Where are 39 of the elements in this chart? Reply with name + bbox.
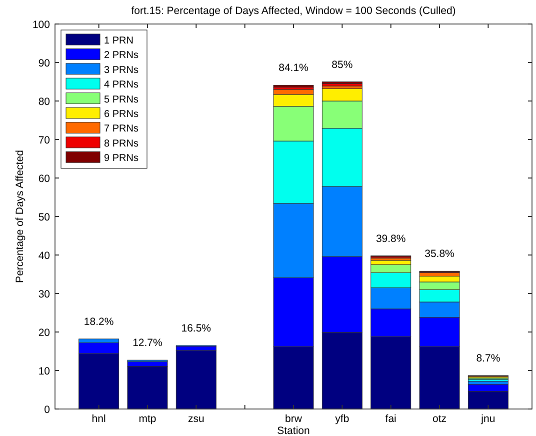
total-label: 18.2%	[84, 316, 114, 328]
y-tick-label: 10	[38, 366, 50, 378]
y-tick-label: 70	[38, 134, 50, 146]
legend-label: 7 PRNs	[104, 124, 138, 135]
y-tick-label: 0	[44, 404, 50, 416]
legend-label: 2 PRNs	[104, 50, 138, 62]
legend-label: 8 PRNs	[104, 138, 138, 150]
y-tick-label: 30	[38, 288, 50, 300]
y-tick-label: 100	[32, 19, 50, 31]
y-tick-label: 20	[38, 327, 50, 339]
x-axis-title: Station	[277, 425, 310, 436]
x-tick-label: fai	[385, 413, 396, 425]
legend-label: 4 PRNs	[104, 80, 138, 91]
legend-label: 5 PRNs	[104, 94, 138, 106]
legend-label: 9 PRNs	[104, 153, 138, 164]
total-label: 8.7%	[476, 352, 500, 365]
total-label: 16.5%	[181, 322, 212, 334]
chart-title: fort.15: Percentage of Days Affected, Window = 100 Seconds (Culled)	[131, 5, 456, 17]
total-label: 35.8%	[424, 248, 454, 260]
total-label: 84.1%	[278, 62, 308, 74]
total-label: 85%	[332, 58, 353, 71]
x-tick-label: otz	[432, 413, 447, 425]
legend-label: 1 PRN	[104, 36, 134, 46]
y-tick-label: 50	[38, 212, 50, 224]
x-tick-label: mtp	[138, 413, 156, 425]
x-tick-label: jnu	[480, 413, 496, 425]
y-tick-label: 40	[38, 250, 50, 262]
y-tick-label: 60	[38, 173, 50, 185]
y-tick-label: 90	[38, 58, 50, 70]
y-axis-title: Percentage of Days Affected	[14, 150, 26, 283]
total-label: 12.7%	[132, 337, 162, 350]
total-label: 39.8%	[376, 232, 406, 245]
legend-label: 3 PRNs	[104, 64, 138, 76]
x-tick-label: zsu	[188, 413, 204, 425]
x-tick-label: brw	[285, 413, 302, 425]
y-tick-label: 80	[38, 96, 50, 108]
legend-label: 6 PRNs	[104, 109, 138, 120]
x-tick-label: hnl	[92, 413, 106, 425]
x-tick-label: yfb	[335, 413, 350, 425]
